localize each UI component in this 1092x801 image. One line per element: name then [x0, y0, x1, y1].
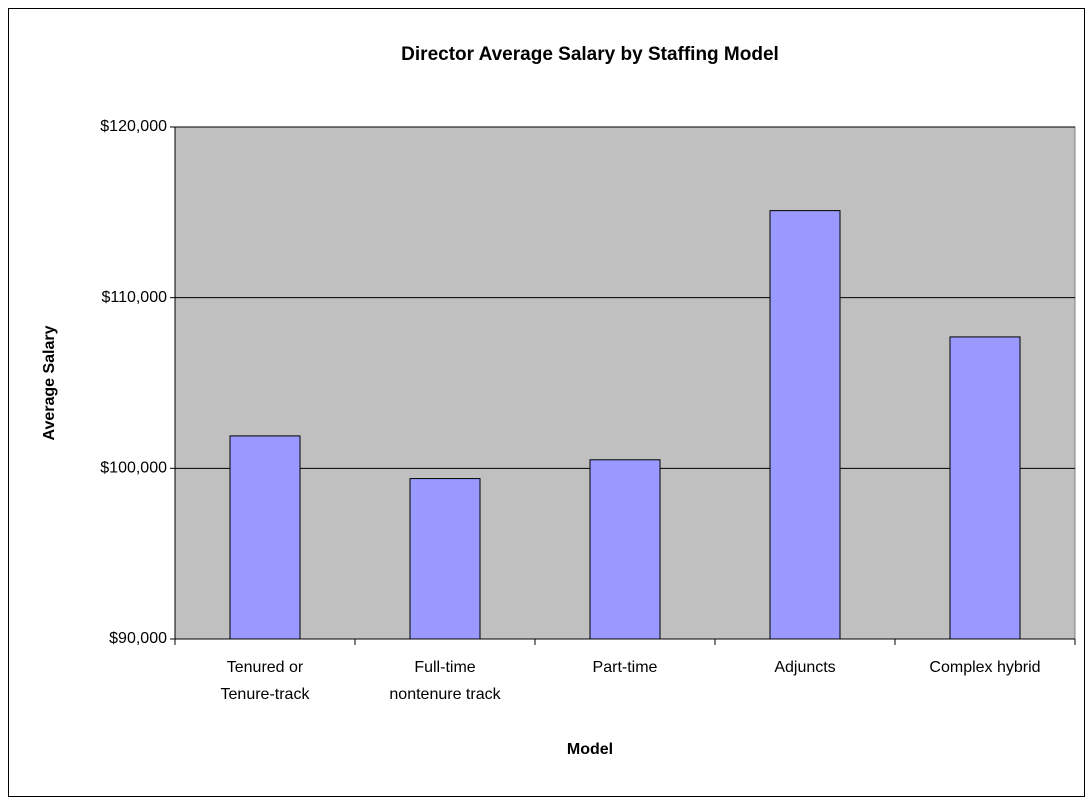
y-tick-label: $100,000	[100, 460, 167, 477]
chart-title: Director Average Salary by Staffing Mode…	[401, 44, 779, 65]
x-tick-label: Full-time nontenure track	[389, 659, 501, 703]
x-tick-label: Complex hybrid	[929, 659, 1041, 676]
x-axis-label: Model	[567, 741, 613, 758]
bar	[229, 435, 301, 640]
y-tick-label: $120,000	[100, 118, 167, 135]
y-tick-label: $110,000	[101, 289, 167, 306]
bar	[769, 210, 841, 640]
y-tick-label: $90,000	[109, 630, 167, 647]
x-tick-label: Adjuncts	[774, 659, 836, 676]
x-tick-label: Part-time	[592, 659, 658, 676]
bar	[409, 478, 481, 640]
bar	[589, 459, 661, 640]
y-axis-label: Average Salary	[41, 325, 58, 440]
x-tick-label: Tenured or Tenure-track	[220, 659, 310, 703]
bar	[949, 336, 1021, 640]
